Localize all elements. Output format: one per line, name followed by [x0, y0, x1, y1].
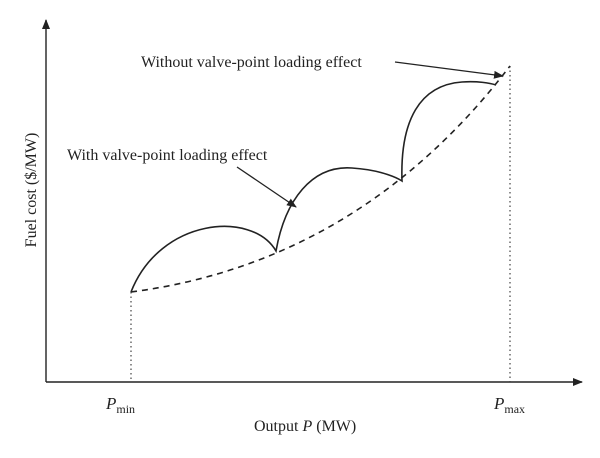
with-effect-label: With valve-point loading effect: [67, 147, 268, 164]
with-effect-pointer: [236, 166, 297, 208]
pmin-label: Pmin: [105, 394, 135, 416]
x-axis-label-unit: (MW): [312, 418, 356, 435]
without-effect-pointer: [394, 61, 504, 79]
without-effect-label: Without valve-point loading effect: [141, 54, 362, 71]
pmin-label-main: P: [105, 394, 116, 413]
x-axis-label: Output P (MW): [254, 418, 356, 435]
pmax-label: Pmax: [493, 394, 525, 416]
pmax-label-sub: max: [504, 402, 525, 416]
cost-curve-with-valve-point: [130, 80, 497, 293]
pmax-label-main: P: [493, 394, 504, 413]
y-axis-label: Fuel cost ($/MW): [23, 133, 40, 248]
cost-curve-without-valve-point: [130, 65, 511, 293]
pmin-label-sub: min: [116, 402, 135, 416]
x-axis-label-var: P: [301, 418, 312, 435]
x-axis-label-prefix: Output: [254, 418, 302, 435]
